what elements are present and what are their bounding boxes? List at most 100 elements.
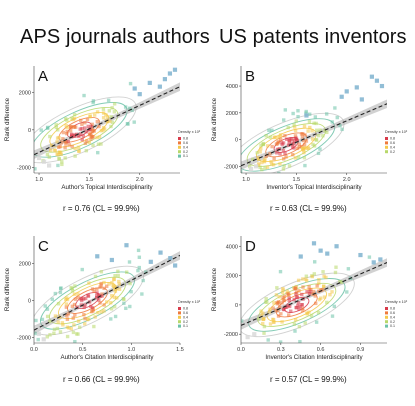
data-point [281,148,286,153]
data-point [257,162,261,166]
data-point [278,269,283,274]
data-point [50,143,54,148]
data-point [268,152,272,156]
data-point [109,317,113,321]
legend-swatch [178,320,181,324]
data-point [345,290,349,294]
data-point [64,142,68,146]
data-point [287,296,291,300]
data-point [241,169,243,173]
data-point [99,270,104,274]
data-point [298,305,302,309]
data-point [73,339,77,343]
legend-swatch [178,315,181,319]
outlier-point [325,251,330,256]
data-point [282,157,286,161]
data-point [305,311,309,315]
data-point [294,292,298,296]
data-point [225,173,228,176]
outlier-point [158,250,163,255]
data-point [308,289,313,294]
data-point [339,280,344,284]
data-point [95,291,99,295]
data-point [302,150,306,155]
data-point [301,138,306,143]
data-point [55,140,59,144]
data-point [104,284,109,288]
data-point [264,134,268,138]
data-point [314,121,318,126]
data-point [282,118,286,122]
data-point [69,132,74,137]
density-contour [34,96,137,164]
x-tick-label: 2.0 [136,177,144,183]
data-point [292,125,297,129]
data-point [76,292,80,296]
outlier-point [41,337,46,342]
scatter-panel-d: D 0.0 0.3 0.6 0.9 -2000 0 2000 4000 Inventor's Ci… [211,236,408,361]
data-point [296,303,300,308]
data-point [100,294,104,298]
data-point [55,326,60,331]
data-point [55,152,59,156]
legend-swatch [385,307,388,310]
data-point [346,267,351,271]
data-point [95,135,99,140]
data-point [272,135,276,140]
data-point [77,325,82,329]
panel-letter-d: D [245,238,256,255]
data-point [115,296,119,300]
data-point [298,339,302,343]
data-point [278,134,282,139]
data-point [136,248,141,253]
data-point [109,115,113,119]
data-point [295,305,299,310]
scatter-panel-c: C 0.0 0.5 1.0 1.5 -2000 0 2000 Author's Citation… [4,236,201,361]
data-point [70,144,74,149]
legend-swatch [385,137,388,140]
data-point [263,166,267,170]
legend-label: 0.6 [390,141,395,145]
data-point [54,123,58,127]
data-point [56,163,60,168]
outlier-point [36,331,41,336]
data-point [257,157,261,162]
data-point [90,135,94,139]
data-point [39,128,43,132]
data-point [112,102,117,106]
data-point [296,278,301,283]
data-point [128,304,132,309]
data-point [112,110,117,114]
data-point [297,142,302,147]
outlier-point [95,254,100,259]
data-point [265,165,270,169]
data-point [263,300,268,304]
y-tick-label: 2000 [19,90,31,96]
data-point [330,314,335,318]
y-axis-label: Rank difference [4,267,11,311]
data-point [301,285,305,289]
data-point [292,322,297,326]
density-contour [257,282,337,327]
data-point [318,128,322,132]
data-point [338,124,342,128]
data-point [305,290,309,294]
legend-label: 0.6 [390,311,395,315]
data-point [65,131,69,136]
data-point [144,270,148,274]
regression-line [34,86,180,156]
data-point [90,127,95,131]
data-point [291,152,295,157]
data-point [301,308,305,313]
outlier-point [252,332,257,337]
data-point [255,151,259,155]
data-point [297,324,302,329]
data-point [263,157,267,161]
data-point [102,280,106,285]
data-point [280,142,284,147]
data-point [293,156,298,160]
column-title-us: US patents inventors [219,26,407,48]
legend-label: 0.2 [390,320,395,324]
outlier-point [311,241,317,246]
outlier-point [371,260,376,265]
